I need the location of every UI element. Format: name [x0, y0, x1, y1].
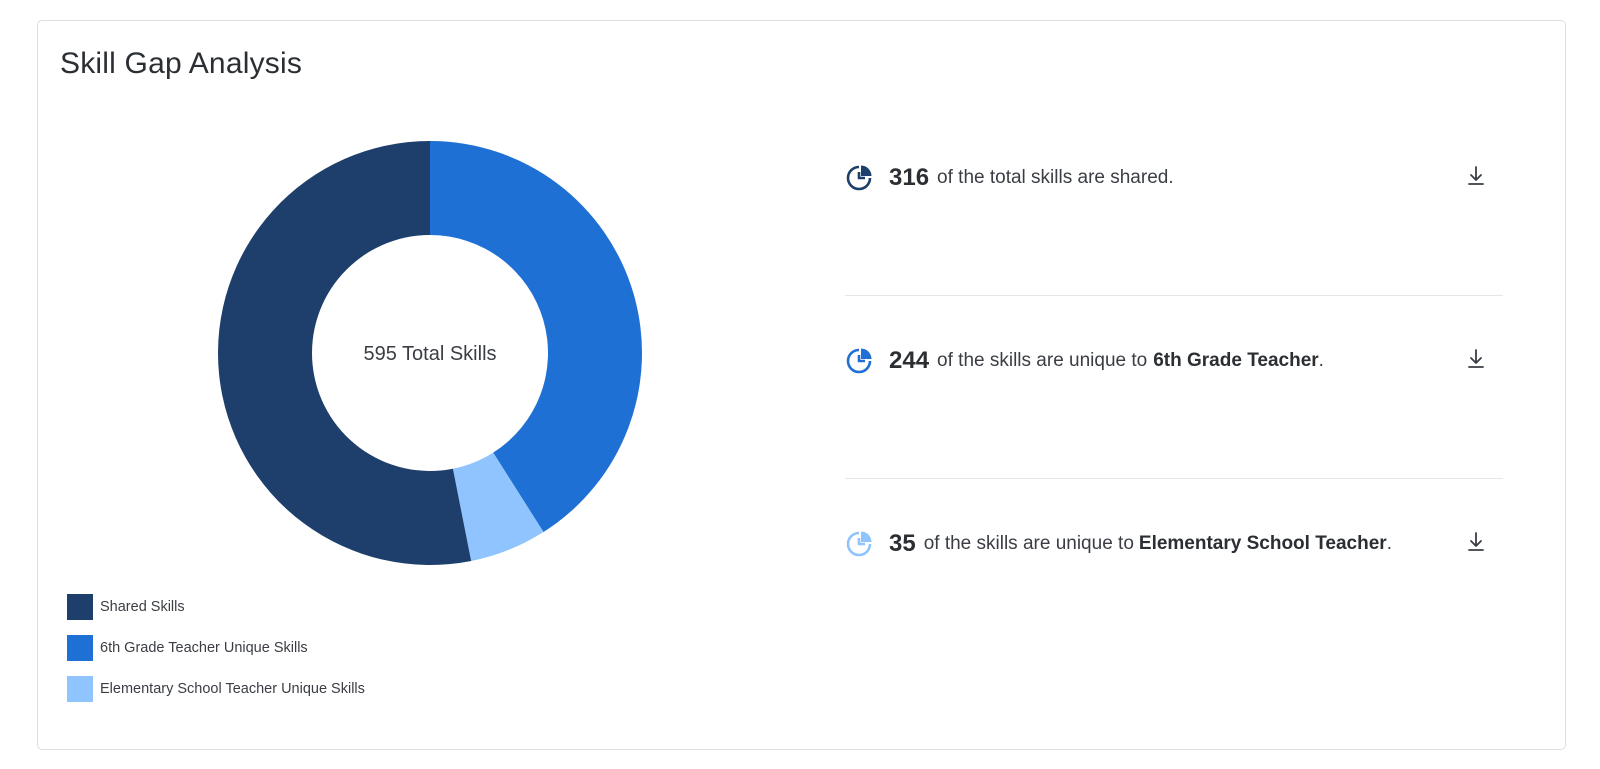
stat-role: 6th Grade Teacher [1153, 350, 1319, 371]
stat-period: . [1386, 533, 1392, 554]
stat-content: 316 of the total skills are shared. [845, 160, 1174, 196]
stat-text: of the skills are unique to [923, 533, 1134, 554]
pie-chart-icon [846, 165, 872, 191]
download-icon[interactable] [1465, 163, 1487, 189]
chart-legend: Shared Skills 6th Grade Teacher Unique S… [67, 593, 365, 716]
donut-chart: 595 Total Skills [217, 141, 642, 565]
legend-item-elementary: Elementary School Teacher Unique Skills [67, 675, 365, 703]
stat-number: 35 [889, 530, 916, 557]
card-title: Skill Gap Analysis [60, 47, 303, 80]
stat-row-6th-grade: 244 of the skills are unique to 6th Grad… [845, 296, 1503, 479]
stat-number: 316 [889, 164, 930, 191]
stat-role: Elementary School Teacher [1138, 533, 1387, 554]
legend-label: Elementary School Teacher Unique Skills [100, 681, 365, 697]
stat-content: 244 of the skills are unique to 6th Grad… [845, 343, 1324, 379]
stat-text: of the total skills are shared. [937, 167, 1174, 188]
slice-elementary-unique [452, 452, 544, 561]
legend-label: 6th Grade Teacher Unique Skills [100, 640, 308, 656]
stat-row-elementary: 35 of the skills are unique to Elementar… [845, 479, 1503, 662]
legend-swatch-6th-grade [67, 635, 93, 661]
stat-content: 35 of the skills are unique to Elementar… [845, 526, 1392, 562]
donut-slices [217, 141, 642, 565]
stat-row-shared: 316 of the total skills are shared. [845, 113, 1503, 296]
stat-text: of the skills are unique to [937, 350, 1148, 371]
pie-chart-icon [846, 531, 872, 557]
legend-item-6th-grade: 6th Grade Teacher Unique Skills [67, 634, 365, 662]
download-icon[interactable] [1465, 529, 1487, 555]
skill-gap-card: Skill Gap Analysis 595 Total Skills Shar… [37, 20, 1566, 750]
stats-panel: 316 of the total skills are shared. 244 … [845, 113, 1503, 662]
legend-label: Shared Skills [100, 599, 185, 615]
slice-6th-grade-unique [430, 141, 642, 533]
legend-swatch-shared [67, 594, 93, 620]
stat-period: . [1318, 350, 1324, 371]
download-icon[interactable] [1465, 346, 1487, 372]
stat-number: 244 [889, 347, 930, 374]
legend-swatch-elementary [67, 676, 93, 702]
slice-shared [217, 141, 472, 565]
donut-center-label: 595 Total Skills [363, 343, 496, 365]
legend-item-shared: Shared Skills [67, 593, 365, 621]
pie-chart-icon [846, 348, 872, 374]
